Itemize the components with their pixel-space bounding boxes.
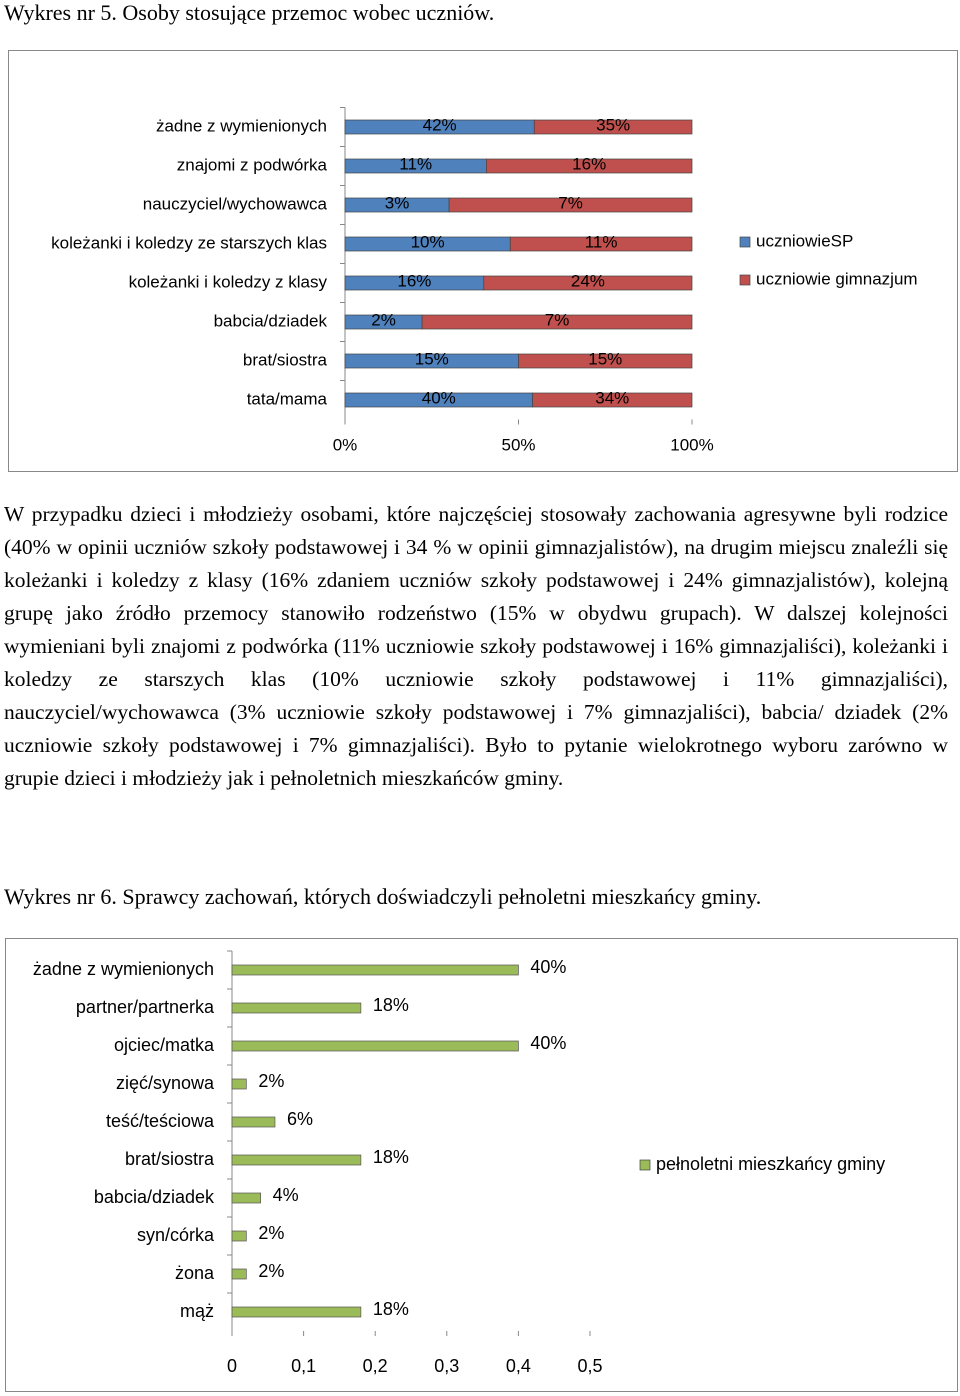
data-label: 2% [258, 1261, 284, 1281]
bar [231, 1078, 247, 1090]
y-tick-label: zięć/synowa [116, 1073, 215, 1093]
data-label: 35% [596, 115, 630, 134]
data-label: 16% [397, 271, 431, 290]
data-label: 42% [423, 115, 457, 134]
x-tick-label: 0,2 [363, 1356, 388, 1376]
caption: Wykres nr 6. Sprawcy zachowań, których d… [4, 884, 762, 909]
caption: Wykres nr 5. Osoby stosujące przemoc wob… [4, 0, 495, 25]
data-label: 34% [595, 388, 629, 407]
data-label: 40% [530, 1033, 566, 1053]
y-tick-label: partner/partnerka [76, 997, 215, 1017]
y-tick-label: teść/teściowa [106, 1111, 215, 1131]
chart: żadne z wymienionych znajomi z podwórka na… [8, 50, 958, 472]
bar [231, 1268, 247, 1280]
x-tick-label: 100% [670, 435, 713, 454]
data-label: 40% [530, 957, 566, 977]
data-label: 18% [373, 1147, 409, 1167]
bar [231, 1002, 362, 1014]
legend-label: pełnoletni mieszkańcy gminy [656, 1154, 885, 1174]
x-tick-label: 50% [501, 435, 535, 454]
bar [231, 1230, 247, 1242]
legend-swatch [639, 1159, 651, 1171]
bar [231, 1154, 362, 1166]
bar-segment [533, 119, 693, 135]
y-tick-label: znajomi z podwórka [177, 155, 328, 174]
bar [231, 1116, 276, 1128]
data-label: 15% [588, 349, 622, 368]
data-label: 7% [545, 310, 570, 329]
chart: żadne z wymienionych partner/partnerka ojc… [5, 938, 958, 1392]
chart-frame [5, 938, 958, 1392]
data-label: 40% [422, 388, 456, 407]
legend-label: uczniowie gimnazjum [756, 269, 918, 288]
y-tick-label: mąż [180, 1301, 214, 1321]
legend-swatch [739, 236, 751, 248]
data-label: 18% [373, 1299, 409, 1319]
data-label: 10% [411, 232, 445, 251]
bar-segment [518, 353, 693, 369]
y-tick-label: syn/córka [137, 1225, 215, 1245]
y-tick-label: ojciec/matka [114, 1035, 215, 1055]
bar [231, 1306, 362, 1318]
y-tick-label: nauczyciel/wychowawca [143, 194, 328, 213]
bar-segment [421, 314, 693, 330]
x-tick-label: 0 [227, 1356, 237, 1376]
data-label: 15% [415, 349, 449, 368]
data-label: 2% [371, 310, 396, 329]
x-tick-label: 0% [333, 435, 358, 454]
y-tick-label: żadne z wymienionych [33, 959, 214, 979]
y-tick-label: brat/siostra [125, 1149, 215, 1169]
data-label: 4% [273, 1185, 299, 1205]
bar-segment [448, 197, 693, 213]
x-tick-label: 0,3 [434, 1356, 459, 1376]
data-label: 24% [571, 271, 605, 290]
data-label: 6% [287, 1109, 313, 1129]
chart-frame [8, 50, 958, 472]
bar [231, 964, 519, 976]
bar [231, 1040, 519, 1052]
data-label: 2% [258, 1071, 284, 1091]
bar [231, 1192, 261, 1204]
x-tick-label: 0,1 [291, 1356, 316, 1376]
bar-segment [532, 392, 693, 408]
y-tick-label: koleżanki i koledzy ze starszych klas [51, 233, 327, 252]
paragraph: W przypadku dzieci i młodzieży osobami, … [4, 502, 948, 790]
data-label: 11% [399, 154, 432, 173]
bar-segment [483, 275, 693, 291]
y-tick-label: babcia/dziadek [214, 311, 328, 330]
bar-segment [486, 158, 693, 174]
x-tick-label: 0,5 [577, 1356, 602, 1376]
legend-swatch [739, 274, 751, 286]
data-label: 7% [558, 193, 583, 212]
y-tick-label: żadne z wymienionych [156, 116, 327, 135]
data-label: 16% [572, 154, 606, 173]
legend-label: uczniowieSP [756, 231, 853, 250]
data-label: 3% [385, 193, 410, 212]
data-label: 18% [373, 995, 409, 1015]
data-label: 2% [258, 1223, 284, 1243]
bar-segment [509, 236, 693, 252]
data-label: 11% [585, 232, 618, 251]
y-tick-label: żona [175, 1263, 215, 1283]
y-tick-label: babcia/dziadek [94, 1187, 215, 1207]
y-tick-label: brat/siostra [243, 350, 328, 369]
y-tick-label: tata/mama [247, 389, 328, 408]
y-tick-label: koleżanki i koledzy z klasy [129, 272, 328, 291]
x-tick-label: 0,4 [506, 1356, 531, 1376]
